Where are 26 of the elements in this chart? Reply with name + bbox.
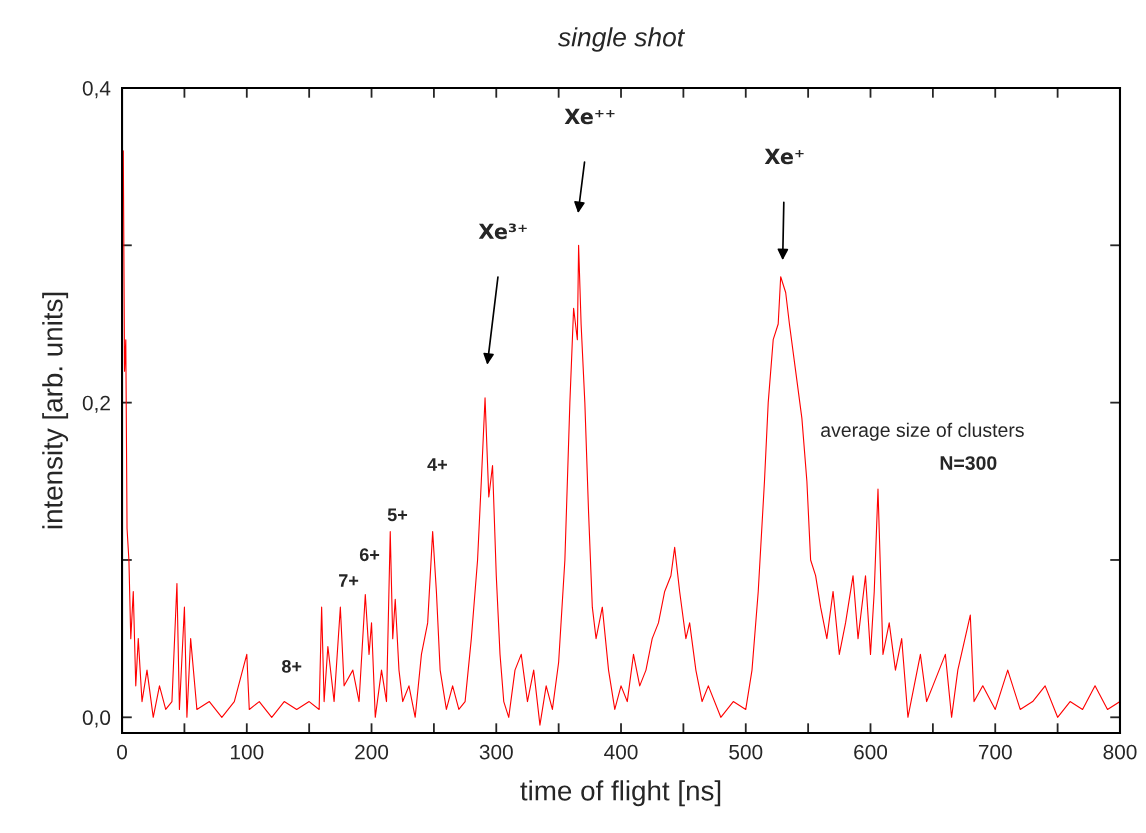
annotation: 6+ [359, 548, 380, 562]
x-axis-title: time of flight [ns] [520, 780, 721, 807]
x-tick-label: 200 [355, 744, 389, 760]
x-tick-label: 300 [479, 744, 513, 760]
x-tick-label: 0 [117, 744, 128, 760]
annotation: N=300 [940, 456, 997, 470]
y-tick-label: 0,2 [82, 395, 110, 413]
x-tick-label: 700 [978, 744, 1012, 760]
chart-title: single shot [558, 27, 686, 52]
annotation: average size of clusters [821, 422, 1024, 441]
y-axis-title: intensity [arb. units] [42, 292, 69, 529]
annotation: 8+ [281, 659, 302, 673]
y-tick-label: 0,0 [82, 710, 111, 728]
annotation: 7+ [339, 574, 359, 587]
x-tick-label: 400 [604, 744, 638, 760]
y-tick-label: 0,4 [82, 80, 111, 99]
x-tick-label: 800 [1103, 744, 1137, 760]
line-series [122, 150, 1120, 726]
annotation: 5+ [387, 508, 408, 522]
annotation: 4+ [427, 458, 447, 471]
x-tick-label: 500 [729, 744, 763, 760]
x-tick-label: 600 [854, 744, 888, 760]
annotation: Xe³⁺ [478, 223, 527, 240]
annotation: Xe⁺⁺ [564, 108, 615, 125]
x-tick-label: 100 [231, 744, 264, 760]
annotation: Xe⁺ [764, 148, 804, 165]
